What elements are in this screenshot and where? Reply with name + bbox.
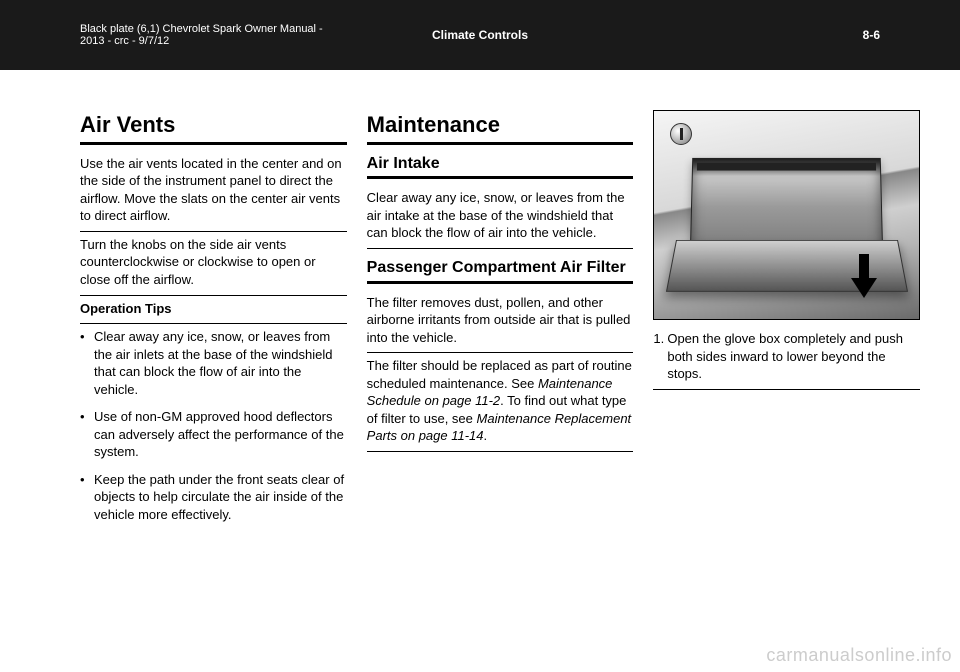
operation-tips-heading: Operation Tips (80, 296, 347, 325)
glovebox-figure (653, 110, 920, 320)
bullet-dot-icon: • (80, 408, 94, 461)
tip-1: • Clear away any ice, snow, or leaves fr… (80, 324, 347, 404)
air-intake-para: Clear away any ice, snow, or leaves from… (367, 185, 634, 249)
maintenance-heading: Maintenance (367, 110, 634, 145)
header-center: Climate Controls (347, 28, 614, 42)
step-number: 1. (653, 330, 667, 383)
tip-3-text: Keep the path under the front seats clea… (94, 471, 347, 524)
header-right: 8-6 (613, 28, 880, 42)
step-1: 1. Open the glove box completely and pus… (653, 326, 920, 390)
column-1: Air Vents Use the air vents located in t… (80, 110, 347, 632)
air-vents-heading: Air Vents (80, 110, 347, 145)
header-left: Black plate (6,1) Chevrolet Spark Owner … (80, 23, 347, 47)
cabin-filter-para-1: The filter removes dust, pollen, and oth… (367, 290, 634, 354)
p3-part-c: . (484, 428, 488, 443)
bullet-dot-icon: • (80, 471, 94, 524)
air-vents-para-2: Turn the knobs on the side air vents cou… (80, 232, 347, 296)
tip-1-text: Clear away any ice, snow, or leaves from… (94, 328, 347, 398)
cabin-filter-heading: Passenger Compartment Air Filter (367, 257, 634, 284)
step-1-text: Open the glove box completely and push b… (667, 330, 920, 383)
tip-2: • Use of non-GM approved hood deflectors… (80, 404, 347, 467)
watermark-text: carmanualsonline.info (766, 645, 952, 666)
content-columns: Air Vents Use the air vents located in t… (80, 110, 920, 632)
bullet-dot-icon: • (80, 328, 94, 398)
tip-2-text: Use of non-GM approved hood deflectors c… (94, 408, 347, 461)
column-2: Maintenance Air Intake Clear away any ic… (367, 110, 634, 632)
page-header: Black plate (6,1) Chevrolet Spark Owner … (0, 0, 960, 70)
air-vents-para-1: Use the air vents located in the center … (80, 151, 347, 232)
column-3: 1. Open the glove box completely and pus… (653, 110, 920, 632)
down-arrow-icon (851, 254, 877, 298)
cabin-filter-para-2: The filter should be replaced as part of… (367, 353, 634, 452)
dashboard-knob-icon (670, 123, 692, 145)
air-intake-heading: Air Intake (367, 153, 634, 180)
tip-3: • Keep the path under the front seats cl… (80, 467, 347, 530)
